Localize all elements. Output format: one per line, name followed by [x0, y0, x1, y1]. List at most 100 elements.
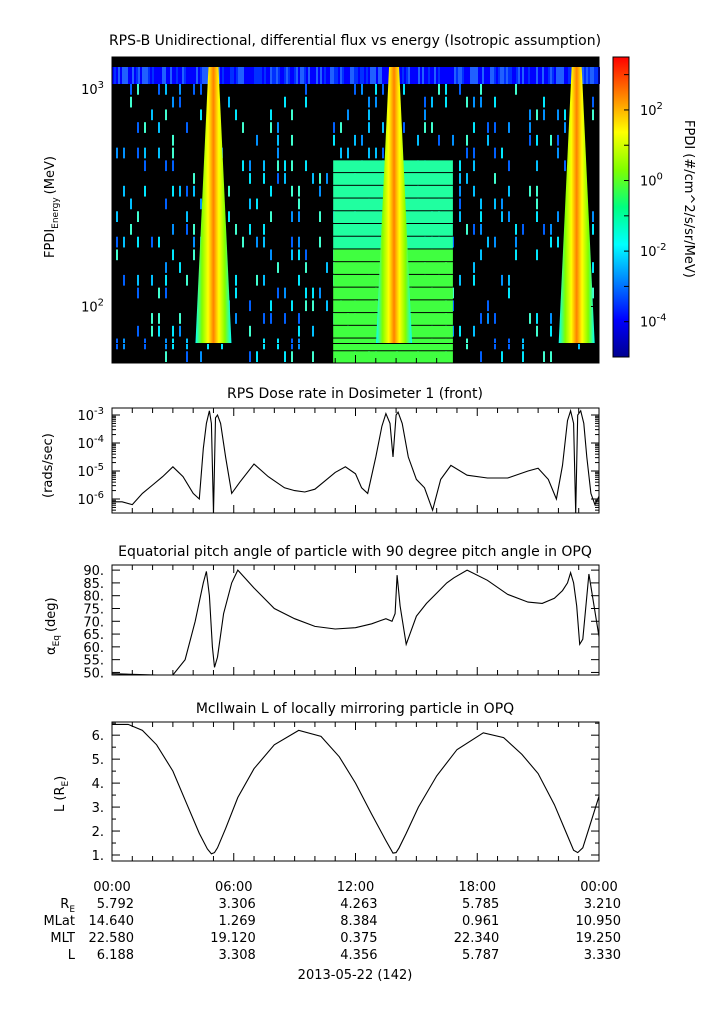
- spectrogram-cell: [361, 134, 363, 146]
- spectrogram-cell: [480, 224, 482, 235]
- spectrogram-cell: [508, 160, 510, 172]
- ephemeris-value: 0.961: [462, 914, 499, 929]
- ephemeris-value: 4.356: [340, 948, 377, 963]
- spectrogram-cell: [263, 160, 265, 172]
- spectrogram-cell: [516, 67, 518, 84]
- spectrogram-cell: [556, 67, 558, 84]
- dose-y-tick-label-1-base: 10: [77, 437, 94, 452]
- spectrogram-cell: [144, 122, 146, 133]
- spectrogram-cell: [529, 122, 531, 133]
- spectrogram-cell: [514, 67, 516, 84]
- spectrogram-cell: [132, 67, 134, 84]
- spectrogram-cell: [282, 67, 284, 84]
- spectrogram-cell: [137, 84, 139, 95]
- spectrogram-cell: [456, 67, 458, 84]
- spectrogram-cell: [466, 173, 468, 184]
- spectrogram-cell: [193, 249, 195, 261]
- spectrogram-cell: [166, 67, 168, 84]
- spectrogram-cell: [144, 160, 146, 172]
- spectrogram-cell: [420, 67, 422, 84]
- spectrogram-cell: [476, 67, 478, 84]
- spectrogram-y-tick-label-1: 103: [81, 80, 104, 98]
- spectrogram-cell: [473, 262, 475, 273]
- spectrogram-cell: [543, 224, 545, 235]
- spectrogram-cell: [277, 173, 279, 184]
- spectrogram-cell: [126, 67, 128, 84]
- spectrogram-cell: [360, 67, 362, 84]
- spectrogram-cell: [196, 67, 198, 84]
- spectrogram-cell: [158, 287, 160, 299]
- spectrogram-cell: [560, 67, 562, 84]
- spectrogram-cell: [224, 67, 226, 84]
- spectrogram-cell: [502, 67, 504, 84]
- spectrogram-cell: [296, 67, 298, 84]
- spectrogram-cell: [494, 122, 496, 133]
- spectrogram-cell: [436, 67, 438, 84]
- spectrogram-cell: [305, 249, 307, 261]
- spectrogram-cell: [200, 109, 202, 121]
- spectrogram-cell: [464, 67, 466, 84]
- lshell-series-line: [112, 723, 600, 855]
- spectrogram-cell: [276, 67, 278, 84]
- spectrogram-cell: [230, 67, 232, 84]
- colorbar-tick-label-0: 102: [640, 101, 663, 119]
- spectrogram-cell: [300, 67, 302, 84]
- spectrogram-cell: [459, 84, 461, 95]
- spectrogram-cell: [548, 67, 550, 84]
- spectrogram-cell: [356, 67, 358, 84]
- spectrogram-cells: [112, 57, 600, 363]
- spectrogram-cell: [284, 160, 286, 172]
- spectrogram-cell: [137, 122, 139, 133]
- spectrogram-y-tick-label-0-exp: 2: [98, 297, 104, 308]
- spectrogram-cell: [112, 343, 599, 344]
- spectrogram-cell: [312, 173, 314, 184]
- spectrogram-cell: [193, 236, 195, 248]
- spectrogram-cell: [431, 96, 433, 108]
- spectrogram-cell: [494, 173, 496, 184]
- spectrogram-cell: [298, 67, 300, 84]
- spectrogram-cell: [162, 67, 164, 84]
- spectrogram-cell: [260, 67, 262, 84]
- spectrogram-cell: [402, 67, 404, 84]
- spectrogram-cell: [424, 109, 426, 121]
- injection-band-1: [376, 67, 413, 343]
- spectrogram-cell: [200, 351, 202, 362]
- spectrogram-cell: [234, 67, 236, 84]
- spectrogram-cell: [235, 109, 237, 121]
- spectrogram-cell: [480, 211, 482, 222]
- spectrogram-cell: [298, 211, 300, 222]
- spectrogram-cell: [508, 274, 510, 286]
- spectrogram-cell: [312, 287, 314, 299]
- spectrogram-cell: [305, 262, 307, 273]
- spectrogram-cell: [326, 262, 328, 273]
- lshell-y-label: L (RE): [53, 776, 71, 812]
- spectrogram-cell: [344, 67, 346, 84]
- spectrogram-cell: [515, 236, 517, 248]
- spectrogram-cell: [274, 67, 276, 84]
- spectrogram-cell: [452, 325, 454, 337]
- spectrogram-cell: [334, 67, 336, 84]
- spectrogram-cell: [137, 236, 139, 248]
- spectrogram-cell: [501, 147, 503, 159]
- spectrogram-cell: [256, 134, 258, 146]
- spectrogram-cell: [340, 122, 342, 133]
- pitch-y-tick-label-6: 80.: [83, 590, 104, 605]
- spectrogram-cell: [557, 211, 559, 222]
- ephemeris-value: 6.188: [97, 948, 134, 963]
- spectrogram-cell: [174, 67, 176, 84]
- spectrogram-cell: [468, 67, 470, 84]
- ephemeris-value: 19.250: [576, 931, 622, 946]
- spectrogram-cell: [277, 287, 279, 299]
- spectrogram-cell: [236, 67, 238, 84]
- spectrogram-cell: [319, 287, 321, 299]
- spectrogram-cell: [165, 198, 167, 210]
- dose-y-label: (rads/sec): [41, 433, 56, 498]
- spectrogram-cell: [319, 236, 321, 248]
- spectrogram-cell: [250, 67, 252, 84]
- spectrogram-cell: [375, 84, 377, 95]
- spectrogram-cell: [382, 67, 384, 84]
- spectrogram-cell: [366, 67, 368, 84]
- spectrogram-cell: [312, 325, 314, 337]
- spectrogram-cell: [462, 67, 464, 84]
- lshell-y-tick-label-4: 5.: [92, 753, 104, 768]
